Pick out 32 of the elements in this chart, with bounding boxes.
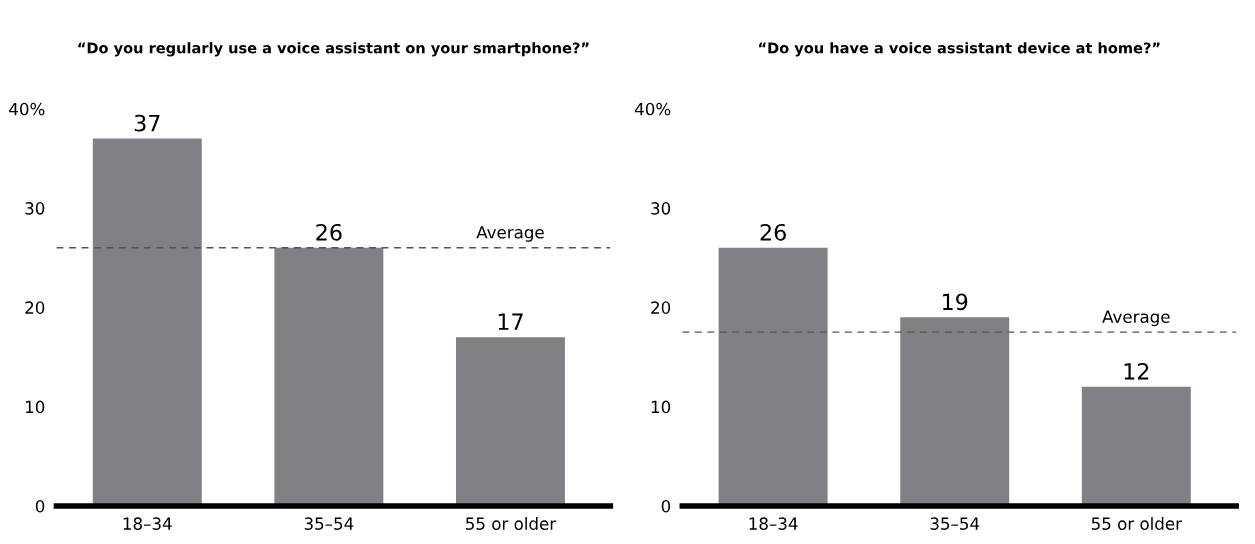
- y-tick-label: 40%: [9, 102, 45, 116]
- x-tick-label: 35–54: [930, 517, 980, 530]
- x-tick-label: 55 or older: [466, 517, 557, 530]
- x-tick-label: 18–34: [123, 517, 172, 530]
- data-label: 26: [760, 223, 786, 241]
- y-tick-label: 10: [651, 400, 671, 414]
- data-label: 37: [134, 114, 160, 132]
- x-tick-label: 35–54: [304, 517, 354, 530]
- y-tick-label: 40%: [634, 102, 671, 116]
- y-tick-label: 30: [651, 202, 671, 215]
- chart-title: “Do you have a voice assistant device at home?”: [758, 42, 1160, 57]
- ref-line-label: Average: [476, 226, 544, 242]
- y-tick-label: 0: [661, 499, 671, 513]
- bar: [92, 138, 202, 506]
- chart-title: “Do you regularly use a voice assistant on your smartphone?”: [78, 42, 589, 57]
- y-tick-label: 20: [25, 301, 45, 314]
- data-label: 26: [316, 223, 342, 241]
- data-label: 17: [498, 313, 523, 330]
- bar: [1081, 386, 1191, 506]
- bar: [274, 247, 384, 506]
- x-tick-label: 18–34: [749, 517, 798, 530]
- y-tick-label: 0: [35, 499, 45, 513]
- bar: [900, 317, 1010, 506]
- data-label: 19: [943, 293, 968, 311]
- data-label: 12: [1124, 362, 1149, 380]
- y-tick-label: 10: [25, 400, 45, 414]
- y-tick-label: 20: [651, 301, 671, 314]
- y-tick-label: 30: [25, 202, 45, 215]
- x-tick-label: 55 or older: [1091, 517, 1182, 530]
- bar: [455, 337, 565, 506]
- bar: [718, 247, 828, 506]
- ref-line-label: Average: [1102, 310, 1170, 327]
